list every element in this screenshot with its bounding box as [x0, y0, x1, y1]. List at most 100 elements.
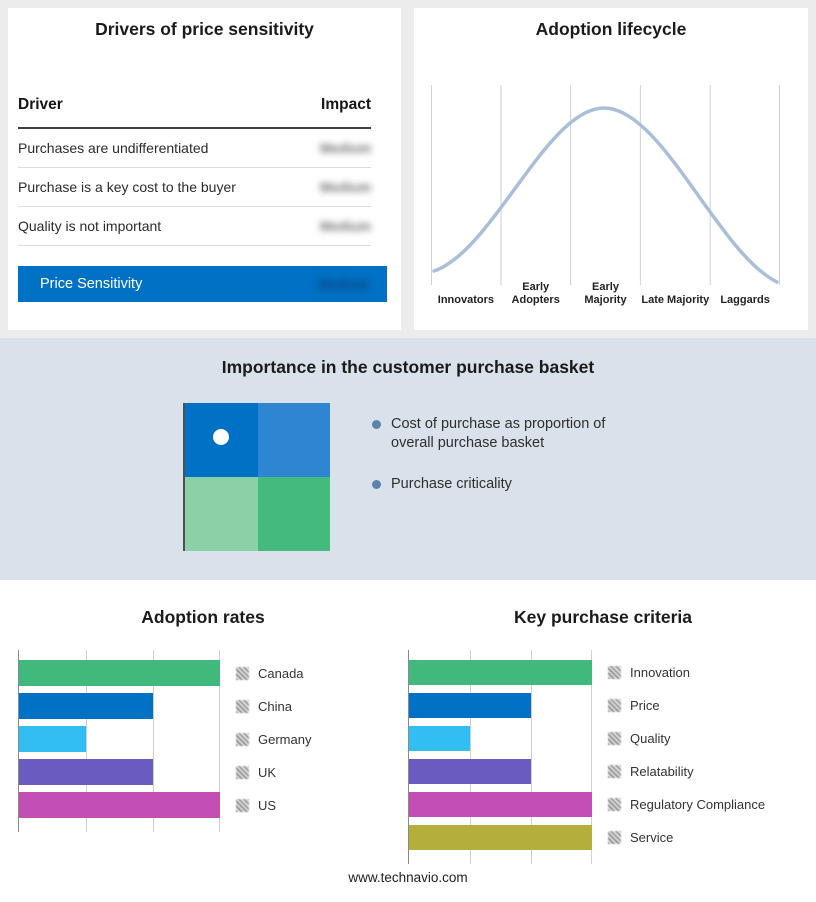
- bar-row: [19, 660, 220, 686]
- bar-row: [19, 759, 220, 785]
- legend-item: Germany: [236, 726, 311, 752]
- gridline: [153, 650, 154, 832]
- bullet-text: Purchase criticality: [391, 476, 512, 492]
- adoption-rates-chart: Adoption rates Canada China Germany UK US: [8, 606, 398, 864]
- impact-cell-redacted: Medium: [319, 218, 371, 234]
- legend-label: US: [258, 797, 277, 813]
- gridline: [85, 650, 87, 832]
- table-row: Quality is not important Medium: [18, 207, 371, 246]
- key-purchase-criteria-title: Key purchase criteria: [513, 607, 692, 627]
- legend-swatch-icon: [236, 765, 249, 779]
- bar-quality: [409, 726, 470, 751]
- legend-item: Relatability: [608, 759, 765, 784]
- bar-canada: [19, 660, 220, 686]
- legend-swatch-icon: [608, 699, 621, 712]
- driver-cell: Purchases are undifferentiated: [18, 140, 209, 156]
- legend-item: China: [236, 693, 311, 719]
- website-url: www.technavio.com: [348, 870, 468, 885]
- adoption-lifecycle-chart: Innovators Early Adopters Early Majority La…: [431, 85, 780, 307]
- drivers-table-header: Driver Impact: [18, 96, 371, 129]
- bottom-section: Adoption rates Canada China Germany UK US Ke…: [0, 580, 816, 902]
- quadrant-cell-top-right: [257, 403, 330, 477]
- bar-service: [409, 825, 592, 850]
- stage-label: Early Majority: [584, 281, 627, 306]
- gridline: [469, 650, 471, 864]
- basket-bullets: Cost of purchase as proportion of overal…: [372, 403, 640, 551]
- legend-label: Innovation: [630, 665, 690, 680]
- bar-germany: [19, 726, 86, 752]
- gridline: [591, 650, 592, 864]
- table-row: Purchase is a key cost to the buyer Medi…: [18, 168, 371, 207]
- bar-innovation: [409, 660, 592, 685]
- bar-row: [409, 759, 592, 784]
- drivers-title: Drivers of price sensitivity: [95, 19, 314, 39]
- legend-label: Germany: [258, 731, 312, 747]
- basket-content: Cost of purchase as proportion of overal…: [0, 403, 816, 551]
- bar-row: [19, 726, 220, 752]
- purchase-basket-band: Importance in the customer purchase bask…: [0, 338, 816, 580]
- bullet-icon: [372, 480, 381, 489]
- column-header-impact: Impact: [321, 96, 371, 113]
- bar-row: [409, 825, 592, 850]
- drivers-table: Driver Impact Purchases are undifferenti…: [18, 96, 371, 246]
- legend-item: Service: [608, 825, 765, 850]
- legend-item: Innovation: [608, 660, 765, 685]
- bar-row: [409, 726, 592, 751]
- stage-label: Late Majority: [641, 294, 710, 306]
- adoption-rates-title: Adoption rates: [141, 607, 265, 627]
- legend-swatch-icon: [608, 798, 621, 811]
- legend-label: China: [258, 698, 292, 714]
- key-purchase-criteria-chart: Key purchase criteria Innovation Price Qua…: [398, 606, 808, 864]
- bullet-item: Cost of purchase as proportion of overal…: [372, 415, 640, 453]
- legend-label: UK: [258, 764, 277, 780]
- quadrant-cell-bottom-left: [185, 477, 258, 551]
- legend-item: US: [236, 792, 311, 818]
- bar-row: [19, 693, 220, 719]
- quadrant-cell-bottom-right: [257, 477, 330, 551]
- legend-swatch-icon: [236, 732, 249, 746]
- drivers-panel: Drivers of price sensitivity Driver Impa…: [8, 8, 401, 330]
- bar-price: [409, 693, 531, 718]
- legend-swatch-icon: [608, 765, 621, 778]
- bar-row: [409, 693, 592, 718]
- legend-item: Canada: [236, 660, 311, 686]
- bar-china: [19, 693, 153, 719]
- bar-relatability: [409, 759, 531, 784]
- key-purchase-criteria-plot-area: Innovation Price Quality Relatability Regula…: [408, 650, 808, 864]
- driver-cell: Quality is not important: [18, 218, 162, 234]
- legend-swatch-icon: [236, 699, 249, 713]
- bar-row: [409, 660, 592, 685]
- stage-label: Early Adopters: [511, 281, 560, 306]
- legend-label: Quality: [630, 731, 671, 746]
- legend-swatch-icon: [608, 732, 621, 745]
- legend-item: UK: [236, 759, 311, 785]
- legend-label: Regulatory Compliance: [630, 797, 766, 812]
- top-section: Drivers of price sensitivity Driver Impa…: [0, 0, 816, 330]
- bar-us: [19, 792, 220, 818]
- legend-label: Canada: [258, 665, 304, 681]
- purchase-basket-quadrant: [183, 403, 330, 551]
- legend: Innovation Price Quality Relatability Regula…: [608, 650, 765, 864]
- adoption-rates-plot-area: Canada China Germany UK US: [18, 650, 398, 832]
- lifecycle-title: Adoption lifecycle: [535, 19, 687, 39]
- gridline: [531, 650, 532, 864]
- impact-cell-redacted: Medium: [319, 140, 371, 156]
- bar-row: [409, 792, 592, 817]
- charts-row: Adoption rates Canada China Germany UK US Ke…: [8, 606, 808, 864]
- stage-label: Laggards: [720, 294, 770, 306]
- legend-swatch-icon: [236, 666, 249, 680]
- gridline: [219, 650, 220, 832]
- bar-regulatory-compliance: [409, 792, 592, 817]
- legend-label: Relatability: [630, 764, 694, 779]
- table-row: Purchases are undifferentiated Medium: [18, 129, 371, 168]
- bullet-item: Purchase criticality: [372, 475, 640, 494]
- legend-swatch-icon: [608, 666, 621, 679]
- impact-cell-redacted: Medium: [319, 179, 371, 195]
- legend-item: Regulatory Compliance: [608, 792, 765, 817]
- basket-title: Importance in the customer purchase bask…: [221, 357, 595, 377]
- bullet-icon: [372, 420, 381, 429]
- lifecycle-curve: [432, 106, 779, 284]
- plot: [18, 650, 220, 832]
- bullet-text: Cost of purchase as proportion of overal…: [391, 416, 606, 451]
